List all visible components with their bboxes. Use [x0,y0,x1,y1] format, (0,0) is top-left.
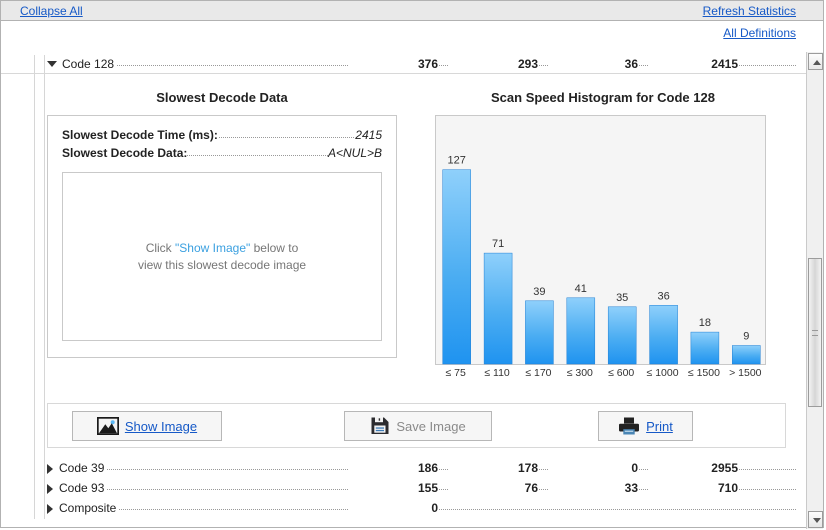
svg-text:41: 41 [575,283,587,295]
svg-text:9: 9 [743,331,749,343]
svg-text:18: 18 [699,317,711,329]
svg-text:35: 35 [616,292,628,304]
svg-text:36: 36 [657,290,669,302]
svg-text:127: 127 [448,155,466,167]
svg-text:39: 39 [533,286,545,298]
svg-text:71: 71 [492,238,504,250]
